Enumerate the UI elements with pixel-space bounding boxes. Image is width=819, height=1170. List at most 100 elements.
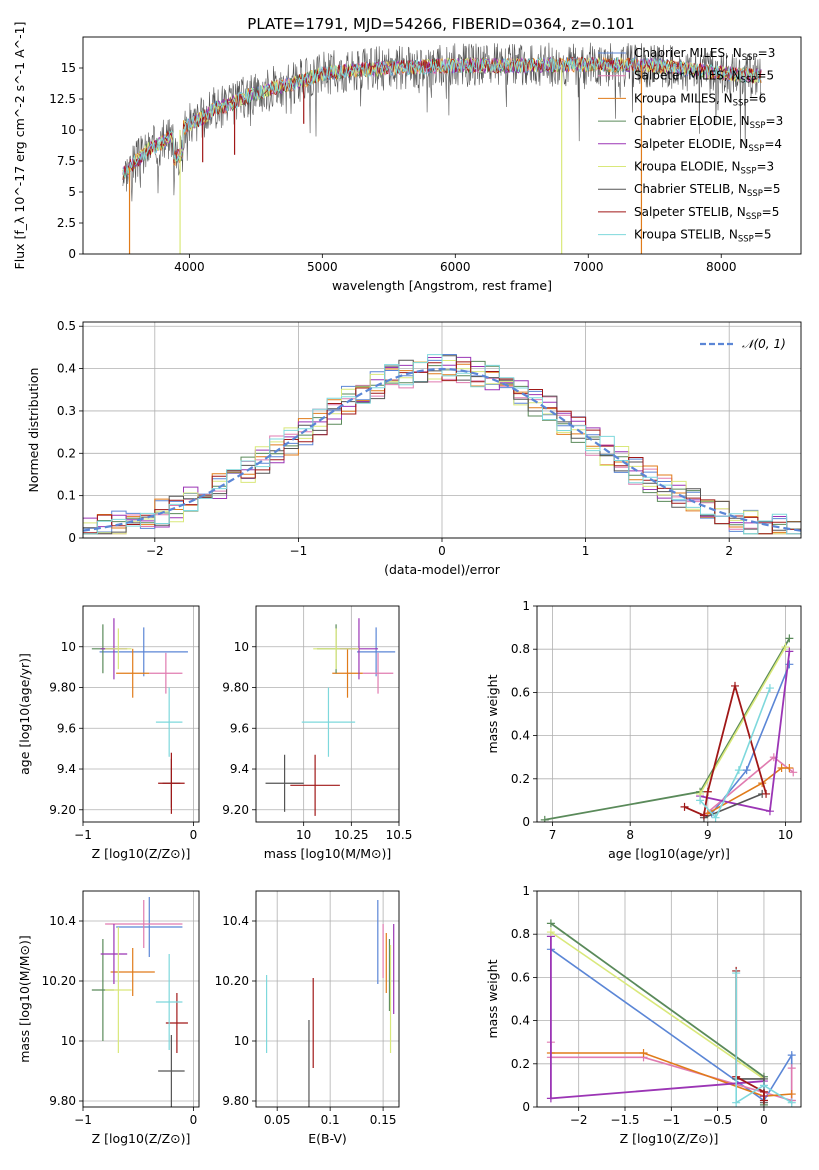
mass-weight-point [788, 1090, 796, 1098]
x-axis-label: (data-model)/error [384, 562, 501, 577]
mass-weight-line-salpeter-elodie [551, 936, 764, 1098]
x-tick-label: −1.5 [610, 1113, 639, 1127]
y-tick-label: 2.5 [57, 216, 76, 230]
y-axis-label: mass weight [485, 959, 500, 1038]
x-tick-label: 0 [760, 1113, 768, 1127]
plot-area [92, 897, 188, 1107]
legend-label: Kroupa MILES, NSSP=6 [634, 91, 766, 108]
y-tick-label: 10.20 [42, 974, 76, 988]
mass-weight-line-chabrier-elodie [545, 638, 790, 819]
y-tick-label: 0.2 [511, 1057, 530, 1071]
x-tick-label: 6000 [440, 260, 471, 274]
x-axis-label: Z [log10(Z/Z⊙)] [620, 1131, 719, 1146]
mass-weight-point [785, 647, 793, 655]
y-tick-label: 9.80 [222, 1094, 249, 1108]
mass-weight-point [681, 803, 689, 811]
y-tick-label: 15 [61, 61, 76, 75]
legend-label: Salpeter STELIB, NSSP=5 [634, 205, 779, 222]
y-tick-label: 10 [61, 123, 76, 137]
y-tick-label: 0.5 [57, 319, 76, 333]
y-tick-label: 1 [522, 884, 530, 898]
y-tick-label: 9.20 [222, 803, 249, 817]
axes-frame [537, 606, 801, 822]
figure: PLATE=1791, MJD=54266, FIBERID=0364, z=0… [0, 0, 819, 1170]
x-tick-label: 0.1 [321, 1113, 340, 1127]
mass-weight-point [731, 682, 739, 690]
x-tick-label: 10 [296, 828, 311, 842]
x-axis-label: Z [log10(Z/Z⊙)] [92, 1131, 191, 1146]
y-tick-label: 0.3 [57, 404, 76, 418]
y-tick-label: 9.4 [230, 762, 249, 776]
y-tick-label: 0 [68, 531, 76, 545]
y-tick-label: 9.20 [49, 803, 76, 817]
y-tick-label: 0 [522, 815, 530, 829]
panel-mass_vs_ebv: 0.05 0.1 0.15 9.80 10 10.20 10.4 E(B-V) [215, 891, 399, 1146]
x-tick-label: −2 [570, 1113, 588, 1127]
y-tick-label: 10 [234, 640, 249, 654]
legend-label: Kroupa ELODIE, NSSP=3 [634, 160, 774, 177]
panel-residuals: −2 −1 0 1 200.10.20.30.40.5(data-model)/erro… [26, 319, 801, 577]
mass-weight-point [785, 660, 793, 668]
panel-age_vs_mass: 10 10.25 10.59.209.49.69.8010mass [log10(M… [222, 606, 412, 861]
mass-weight-point [735, 766, 743, 774]
mass-weight-point [541, 816, 549, 824]
y-tick-label: 9.6 [57, 721, 76, 735]
y-tick-label: 0.4 [511, 1014, 530, 1028]
x-tick-label: 4000 [174, 260, 205, 274]
x-tick-label: 10.25 [334, 828, 368, 842]
x-axis-label: wavelength [Angstrom, rest frame] [332, 278, 552, 293]
x-tick-label: 7 [549, 828, 557, 842]
plot-area [266, 618, 396, 816]
axes-frame [256, 606, 399, 822]
mass-weight-line-salpeter-elodie [700, 651, 789, 811]
axes-frame [83, 606, 199, 822]
x-tick-label: 1 [582, 544, 590, 558]
panel-spectrum: 4000 5000 6000 7000 800002.557.51012.515wave… [12, 22, 801, 293]
y-tick-label: 0 [522, 1100, 530, 1114]
mass-weight-point [704, 788, 712, 796]
y-axis-label: mass [log10(M/M⊙)] [17, 935, 32, 1063]
panel-age_vs_Z: −1 0 9.20 9.4 9.6 9.80 10 Z [log10(Z/Z⊙)] age [l… [17, 606, 199, 861]
x-tick-label: 10.5 [386, 828, 413, 842]
x-tick-label: 7000 [573, 260, 604, 274]
plot-area [541, 634, 797, 823]
y-tick-label: 0.8 [511, 642, 530, 656]
mass-weight-point [785, 634, 793, 642]
y-tick-label: 7.5 [57, 154, 76, 168]
y-tick-label: 10 [61, 1034, 76, 1048]
y-tick-label: 0.6 [511, 685, 530, 699]
legend-label: Chabrier STELIB, NSSP=5 [634, 182, 781, 199]
panels: 4000 5000 6000 7000 800002.557.51012.515wave… [12, 22, 801, 1146]
x-axis-label: age [log10(age/yr)] [608, 846, 730, 861]
y-tick-label: 0.4 [511, 729, 530, 743]
x-axis-label: mass [log10(M/M⊙)] [264, 846, 392, 861]
x-tick-label: −1 [290, 544, 308, 558]
y-tick-label: 10 [61, 640, 76, 654]
legend-label: 𝒩(0, 1) [742, 337, 786, 351]
y-tick-label: 9.80 [49, 1094, 76, 1108]
y-tick-label: 9.4 [57, 762, 76, 776]
y-tick-label: 10 [234, 1034, 249, 1048]
y-tick-label: 9.80 [222, 681, 249, 695]
mass-weight-point [766, 684, 774, 692]
mass-weight-point [732, 1099, 740, 1107]
y-tick-label: 0.6 [511, 970, 530, 984]
mass-weight-point [760, 1081, 768, 1089]
x-tick-label: 0 [190, 828, 198, 842]
y-tick-label: 0.8 [511, 927, 530, 941]
y-tick-label: 0.2 [511, 772, 530, 786]
y-tick-label: 0 [68, 247, 76, 261]
x-tick-label: 8000 [706, 260, 737, 274]
mass-weight-point [762, 790, 770, 798]
x-tick-label: −0.5 [703, 1113, 732, 1127]
y-tick-label: 10.20 [215, 974, 249, 988]
panel-mass_vs_Z: −1 09.801010.2010.4Z [log10(Z/Z⊙)]mass [l… [17, 891, 199, 1146]
y-tick-label: 0.4 [57, 362, 76, 376]
x-tick-label: −1 [662, 1113, 680, 1127]
y-tick-label: 0.2 [57, 446, 76, 460]
x-tick-label: 9 [704, 828, 712, 842]
x-axis-label: E(B-V) [308, 1131, 347, 1146]
y-tick-label: 5 [68, 185, 76, 199]
y-axis-label: Flux [f_λ 10^-17 erg cm^-2 s^-1 A^-1] [12, 22, 27, 270]
x-tick-label: −1 [74, 1113, 92, 1127]
